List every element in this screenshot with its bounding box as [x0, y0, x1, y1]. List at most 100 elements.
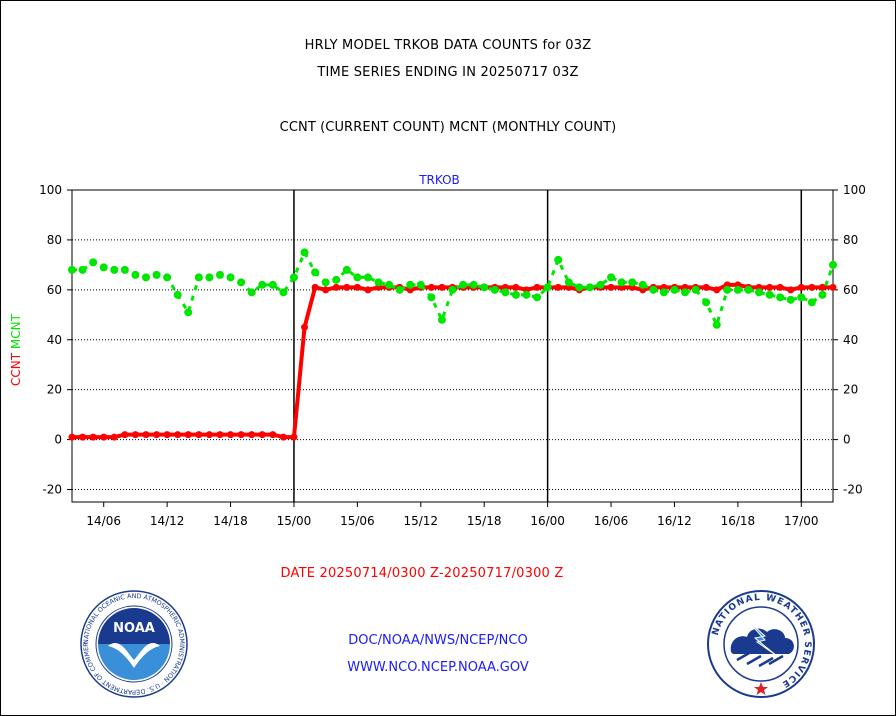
noaa-logo-text: NOAA	[113, 621, 155, 636]
mcnt-point	[607, 273, 616, 282]
x-tick-label: 15/12	[403, 514, 438, 528]
y-tick-label-left: 20	[47, 383, 62, 397]
mcnt-point	[765, 290, 774, 299]
ccnt-point	[68, 433, 76, 441]
mcnt-point	[712, 320, 721, 329]
x-tick-label: 14/12	[150, 514, 185, 528]
x-tick-label: 14/06	[86, 514, 121, 528]
mcnt-point	[332, 275, 341, 284]
website-text: WWW.NCO.NCEP.NOAA.GOV	[347, 660, 529, 675]
ccnt-point	[269, 431, 277, 439]
mcnt-point	[289, 273, 298, 282]
mcnt-point	[279, 288, 288, 297]
ccnt-point	[776, 283, 784, 291]
mcnt-point	[776, 293, 785, 302]
ccnt-point	[227, 431, 235, 439]
ccnt-point	[237, 431, 245, 439]
mcnt-point	[786, 295, 795, 304]
y-axis-label: CCNT MCNT	[9, 313, 23, 386]
mcnt-point	[215, 270, 224, 279]
mcnt-point	[628, 278, 637, 287]
ccnt-point	[322, 286, 330, 294]
ccnt-point	[353, 283, 361, 291]
plot-title: TRKOB	[418, 173, 460, 187]
mcnt-point	[744, 285, 753, 294]
mcnt-point	[511, 290, 520, 299]
y-axis-label-part: MCNT	[9, 313, 23, 353]
mcnt-point	[755, 288, 764, 297]
nws-logo: NATIONAL WEATHER SERVICE	[707, 590, 815, 698]
mcnt-point	[649, 285, 658, 294]
mcnt-point	[733, 285, 742, 294]
mcnt-point	[617, 278, 626, 287]
ccnt-point	[829, 283, 837, 291]
ccnt-point	[364, 286, 372, 294]
y-tick-label-right: 40	[843, 333, 858, 347]
mcnt-point	[818, 290, 827, 299]
plot-area-border	[71, 189, 834, 503]
ccnt-point	[438, 283, 446, 291]
date-range-label: DATE 20250714/0300 Z-20250717/0300 Z	[280, 566, 564, 581]
mcnt-point	[670, 285, 679, 294]
x-tick-label: 15/06	[340, 514, 375, 528]
ccnt-point	[808, 283, 816, 291]
mcnt-point	[353, 273, 362, 282]
ccnt-point	[713, 286, 721, 294]
mcnt-point	[554, 255, 563, 264]
mcnt-point	[110, 265, 119, 274]
ccnt-point	[258, 431, 266, 439]
y-tick-label-left: 40	[47, 333, 62, 347]
x-tick-label: 16/18	[721, 514, 756, 528]
mcnt-point	[395, 285, 404, 294]
mcnt-point	[416, 280, 425, 289]
mcnt-point	[564, 278, 573, 287]
y-tick-label-left: 0	[54, 433, 62, 447]
y-tick-label-right: 80	[843, 233, 858, 247]
mcnt-point	[237, 278, 246, 287]
ccnt-point	[818, 283, 826, 291]
mcnt-point	[247, 288, 256, 297]
mcnt-point	[448, 285, 457, 294]
mcnt-point	[268, 280, 277, 289]
mcnt-point	[437, 315, 446, 324]
mcnt-point	[829, 260, 837, 269]
mcnt-point	[427, 293, 436, 302]
mcnt-point	[141, 273, 150, 282]
mcnt-point	[480, 283, 489, 292]
ccnt-point	[343, 283, 351, 291]
mcnt-point	[258, 280, 267, 289]
mcnt-point	[501, 288, 510, 297]
mcnt-point	[691, 285, 700, 294]
ccnt-point	[153, 431, 161, 439]
mcnt-point	[363, 273, 372, 282]
ccnt-point	[184, 431, 192, 439]
ccnt-point	[110, 433, 118, 441]
ccnt-point	[131, 431, 139, 439]
ccnt-point	[248, 431, 256, 439]
ccnt-point	[163, 431, 171, 439]
mcnt-point	[321, 278, 330, 287]
mcnt-point	[385, 280, 394, 289]
x-tick-label: 16/12	[657, 514, 692, 528]
y-tick-label-left: 80	[47, 233, 62, 247]
ccnt-point	[301, 323, 309, 331]
ccnt-point	[311, 283, 319, 291]
mcnt-point	[184, 308, 193, 317]
mcnt-point	[374, 278, 383, 287]
org-path-text: DOC/NOAA/NWS/NCEP/NCO	[348, 633, 528, 648]
mcnt-point	[659, 288, 668, 297]
mcnt-point	[522, 290, 531, 299]
x-tick-label: 16/00	[530, 514, 565, 528]
ccnt-point	[79, 433, 87, 441]
mcnt-point	[723, 285, 732, 294]
noaa-logo: NATIONAL OCEANIC AND ATMOSPHERIC ADMINIS…	[80, 590, 188, 698]
ccnt-point	[766, 283, 774, 291]
mcnt-point	[469, 280, 478, 289]
ccnt-point	[512, 283, 520, 291]
y-axis-label-part: CCNT	[9, 352, 23, 386]
chart-subtitle: CCNT (CURRENT COUNT) MCNT (MONTHLY COUNT…	[279, 120, 617, 135]
x-tick-label: 17/00	[784, 514, 819, 528]
mcnt-point	[543, 283, 552, 292]
x-tick-label: 15/00	[277, 514, 312, 528]
